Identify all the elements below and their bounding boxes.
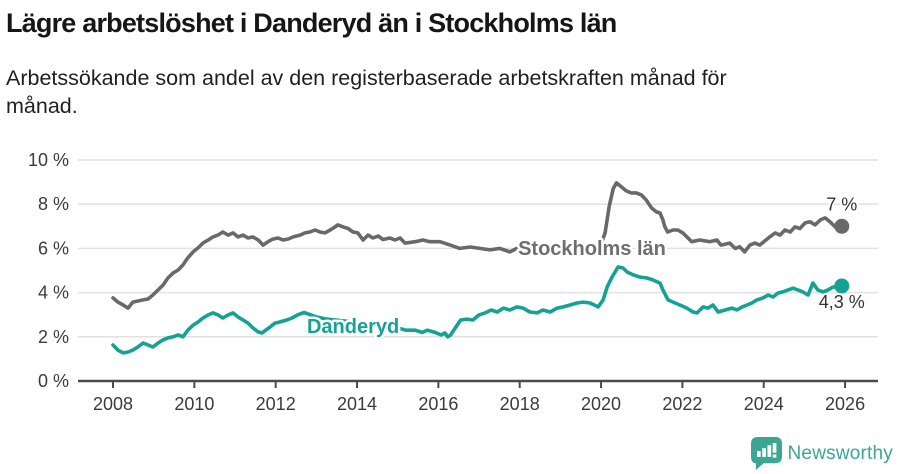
x-tick-label: 2026 — [825, 394, 865, 414]
y-tick-label: 10 % — [28, 150, 69, 170]
series-end-value-label: 7 % — [826, 194, 857, 214]
chart-subtitle-line2: månad. — [6, 94, 78, 118]
x-tick-label: 2024 — [744, 394, 784, 414]
series-end-dot — [834, 218, 850, 234]
series-end-dot — [834, 278, 850, 294]
y-tick-label: 6 % — [38, 238, 69, 258]
series-inline-label: Danderyd — [307, 316, 399, 338]
logo-barchart-glyph — [756, 443, 776, 458]
newsworthy-logo-icon — [750, 437, 782, 470]
series-inline-label: Stockholms län — [518, 238, 666, 260]
y-tick-label: 8 % — [38, 194, 69, 214]
newsworthy-branding: Newsworthy — [750, 437, 893, 470]
series-line-stockholms-lan — [111, 181, 844, 310]
newsworthy-label: Newsworthy — [787, 442, 893, 464]
x-tick-label: 2020 — [581, 394, 621, 414]
x-tick-label: 2018 — [500, 394, 540, 414]
page-title: Lägre arbetslöshet i Danderyd än i Stock… — [6, 8, 617, 38]
x-tick-label: 2012 — [256, 394, 296, 414]
x-tick-label: 2022 — [662, 394, 702, 414]
y-tick-label: 2 % — [38, 327, 69, 347]
series-end-value-label: 4,3 % — [819, 292, 865, 312]
x-tick-label: 2010 — [174, 394, 214, 414]
x-tick-label: 2016 — [418, 394, 458, 414]
chart-header: Lägre arbetslöshet i Danderyd än i Stock… — [6, 2, 894, 120]
x-tick-label: 2014 — [337, 394, 377, 414]
y-tick-label: 0 % — [38, 371, 69, 391]
logo-bubble-shape — [750, 437, 782, 470]
x-tick-label: 2008 — [93, 394, 133, 414]
chart-subtitle-line1: Arbetssökande som andel av den registerb… — [6, 66, 727, 90]
series-line-danderyd — [111, 265, 844, 355]
chart-subtitle: Arbetssökande som andel av den registerb… — [6, 64, 894, 120]
y-tick-label: 4 % — [38, 283, 69, 303]
